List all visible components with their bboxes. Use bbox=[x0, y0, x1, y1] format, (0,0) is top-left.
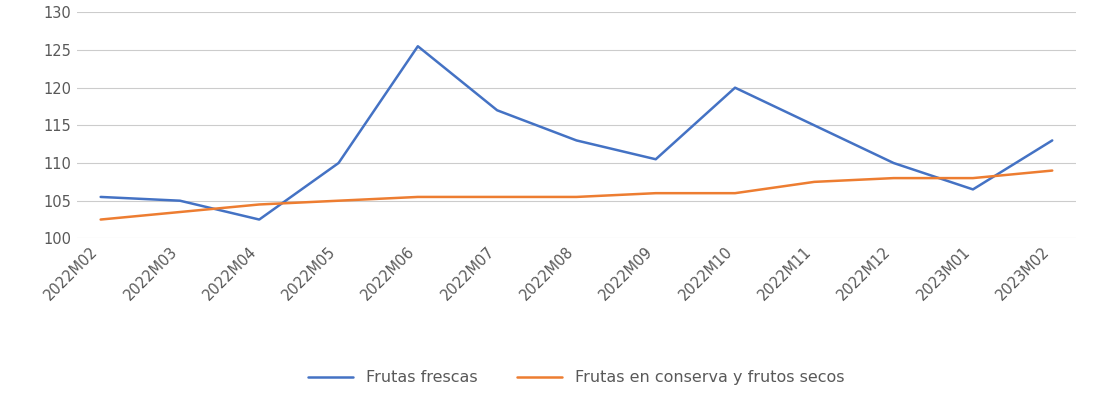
Frutas frescas bbox=[649, 157, 662, 162]
Frutas frescas bbox=[94, 194, 108, 199]
Frutas frescas bbox=[491, 108, 504, 113]
Frutas en conserva y frutos secos bbox=[1045, 168, 1058, 173]
Frutas en conserva y frutos secos bbox=[966, 175, 979, 180]
Line: Frutas en conserva y frutos secos: Frutas en conserva y frutos secos bbox=[101, 171, 1052, 219]
Frutas frescas bbox=[966, 187, 979, 192]
Frutas frescas bbox=[253, 217, 266, 222]
Frutas frescas bbox=[808, 123, 821, 128]
Frutas frescas bbox=[332, 161, 345, 166]
Line: Frutas frescas: Frutas frescas bbox=[101, 46, 1052, 219]
Frutas en conserva y frutos secos bbox=[94, 217, 108, 222]
Frutas frescas bbox=[412, 44, 425, 49]
Frutas en conserva y frutos secos bbox=[728, 191, 741, 196]
Legend: Frutas frescas, Frutas en conserva y frutos secos: Frutas frescas, Frutas en conserva y fru… bbox=[302, 364, 851, 392]
Frutas en conserva y frutos secos bbox=[887, 175, 900, 180]
Frutas en conserva y frutos secos bbox=[173, 210, 187, 215]
Frutas frescas bbox=[173, 198, 187, 203]
Frutas en conserva y frutos secos bbox=[412, 194, 425, 199]
Frutas en conserva y frutos secos bbox=[491, 194, 504, 199]
Frutas en conserva y frutos secos bbox=[649, 191, 662, 196]
Frutas en conserva y frutos secos bbox=[253, 202, 266, 207]
Frutas en conserva y frutos secos bbox=[570, 194, 583, 199]
Frutas en conserva y frutos secos bbox=[332, 198, 345, 203]
Frutas frescas bbox=[570, 138, 583, 143]
Frutas frescas bbox=[887, 161, 900, 166]
Frutas frescas bbox=[1045, 138, 1058, 143]
Frutas en conserva y frutos secos bbox=[808, 180, 821, 185]
Frutas frescas bbox=[728, 85, 741, 90]
